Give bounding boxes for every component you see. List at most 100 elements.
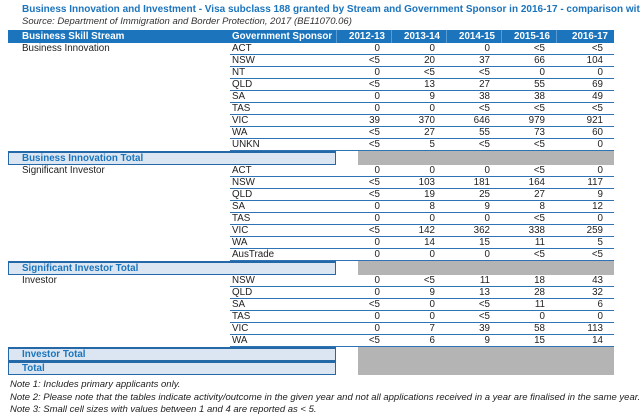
value-cell: 5 [391,139,446,151]
value-cell: 37 [446,55,501,67]
total-row-grand: Total [8,361,614,375]
stream-cell: Investor [22,275,57,286]
total-row-fill [336,261,614,275]
value-cell: 0 [336,275,391,287]
value-cell: 103 [391,177,446,189]
value-cell: 0 [391,213,446,225]
value-cell: 28 [501,287,556,299]
value-cell: <5 [446,103,501,115]
table-row: WA <5 27 55 73 60 [8,127,614,139]
value-cell: 164 [501,177,556,189]
value-cell: 0 [501,67,556,79]
sponsor-cell: WA [230,127,336,139]
value-cell: <5 [446,311,501,323]
stream-cell [8,127,230,139]
value-cell: <5 [501,103,556,115]
stream-cell [8,79,230,91]
total-row-fill [336,151,614,165]
value-cell: 0 [556,165,614,177]
value-cell: 58 [501,323,556,335]
value-cell: 11 [501,237,556,249]
header-cell: 2015-16 [501,30,556,43]
stream-cell [8,55,230,67]
value-cell: <5 [501,139,556,151]
value-cell: 27 [501,189,556,201]
value-cell: 0 [336,213,391,225]
stream-cell: Significant Investor [22,165,105,176]
table-row: VIC 0 7 39 58 113 [8,323,614,335]
sponsor-cell: WA [230,237,336,249]
value-cell: 142 [391,225,446,237]
value-cell: <5 [336,127,391,139]
stream-cell: Business Innovation [22,43,110,54]
header-row: Business Skill Stream Government Sponsor 2… [8,30,614,43]
stream-cell [8,311,230,323]
sponsor-cell: NSW [230,275,336,287]
value-cell: 117 [556,177,614,189]
sponsor-cell: SA [230,299,336,311]
source-line: Source: Department of Immigration and Bo… [22,16,352,27]
header-cell: Business Skill Stream [8,30,230,43]
table-row: TAS 0 0 <5 <5 <5 [8,103,614,115]
table-row: NT 0 <5 <5 0 0 [8,67,614,79]
value-cell: 25 [446,189,501,201]
value-cell: 0 [446,165,501,177]
value-cell: 0 [336,67,391,79]
value-cell: 27 [446,79,501,91]
value-cell: 6 [391,335,446,347]
value-cell: 39 [336,115,391,127]
value-cell: 0 [391,165,446,177]
stream-cell [8,225,230,237]
value-cell: 38 [446,91,501,103]
sponsor-cell: NSW [230,55,336,67]
value-cell: 73 [501,127,556,139]
stream-cell [8,139,230,151]
stream-cell [8,115,230,127]
value-cell: 5 [556,237,614,249]
table-row: TAS 0 0 0 <5 0 [8,213,614,225]
total-row-group: Business Innovation Total [8,151,614,165]
value-cell: 9 [446,335,501,347]
value-cell: <5 [556,43,614,55]
value-cell: 0 [556,213,614,225]
value-cell: 8 [501,201,556,213]
sponsor-cell: TAS [230,103,336,115]
value-cell: 7 [391,323,446,335]
table-row: WA 0 14 15 11 5 [8,237,614,249]
table-row: QLD <5 19 25 27 9 [8,189,614,201]
value-cell: 0 [391,299,446,311]
value-cell: 9 [391,287,446,299]
value-cell: 69 [556,79,614,91]
value-cell: 11 [501,299,556,311]
value-cell: 9 [446,201,501,213]
table-row: VIC <5 142 362 338 259 [8,225,614,237]
value-cell: 0 [556,139,614,151]
value-cell: 38 [501,91,556,103]
value-cell: <5 [336,189,391,201]
value-cell: 55 [501,79,556,91]
table-row: SA 0 8 9 8 12 [8,201,614,213]
value-cell: 13 [391,79,446,91]
header-cell: 2016-17 [556,30,614,43]
value-cell: 0 [446,249,501,261]
value-cell: 18 [501,275,556,287]
value-cell: 19 [391,189,446,201]
table-row: WA <5 6 9 15 14 [8,335,614,347]
stream-cell [8,67,230,79]
value-cell: <5 [336,55,391,67]
value-cell: <5 [391,67,446,79]
value-cell: 362 [446,225,501,237]
sponsor-cell: AusTrade [230,249,336,261]
value-cell: 0 [336,311,391,323]
value-cell: 0 [336,201,391,213]
value-cell: 9 [556,189,614,201]
header-cell: Government Sponsor [230,30,336,43]
total-row-fill [336,347,614,361]
sponsor-cell: ACT [230,43,336,55]
value-cell: 646 [446,115,501,127]
sponsor-cell: VIC [230,225,336,237]
value-cell: 0 [391,249,446,261]
header-cell: 2012-13 [336,30,391,43]
value-cell: <5 [336,79,391,91]
